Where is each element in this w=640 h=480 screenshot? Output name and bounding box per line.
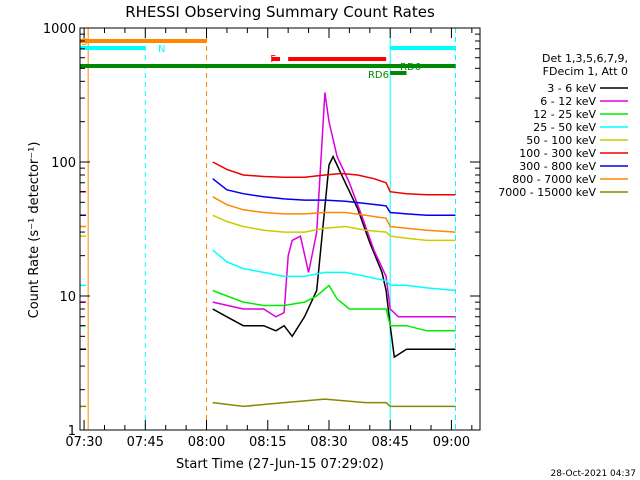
series-line — [80, 154, 456, 359]
flag-bar-label: RD6 — [368, 70, 389, 81]
series-line — [80, 214, 456, 242]
flag-bar-label: N — [158, 44, 165, 55]
x-tick-label: 09:00 — [433, 435, 470, 450]
y-tick-label: 100 — [51, 156, 76, 171]
series-line — [80, 161, 456, 196]
legend-label: 300 - 800 keV — [519, 160, 596, 173]
x-tick-label: 08:45 — [371, 435, 408, 450]
legend-label: 12 - 25 keV — [533, 108, 596, 121]
legend-label: 3 - 6 keV — [547, 82, 596, 95]
series-line — [80, 284, 456, 332]
axes: 1 10 100 1000 07:30 07:45 08:00 08:15 08:30 08:45… — [43, 22, 481, 450]
x-axis-label: Start Time (27-Jun-15 07:29:02) — [176, 457, 384, 472]
x-tick-label: 07:30 — [65, 435, 102, 450]
flag-bar-label: S — [81, 37, 87, 48]
legend-label: 7000 - 15000 keV — [498, 186, 596, 199]
x-tick-label: 08:00 — [188, 435, 225, 450]
series-line — [80, 178, 456, 217]
x-tick-label: 08:30 — [310, 435, 347, 450]
flag-bar-label: RD6 — [400, 62, 421, 73]
y-tick-label: 1 — [68, 424, 76, 439]
timestamp: 28-Oct-2021 04:37 — [551, 469, 636, 479]
series-line — [80, 196, 456, 233]
legend-header: FDecim 1, Att 0 — [543, 65, 628, 78]
series-line — [80, 92, 456, 318]
chart-title: RHESSI Observing Summary Count Rates — [125, 3, 435, 21]
x-tick-label: 07:45 — [127, 435, 164, 450]
legend-label: 6 - 12 keV — [540, 95, 596, 108]
y-tick-label: 1000 — [43, 22, 76, 37]
legend: Det 1,3,5,6,7,9,FDecim 1, Att 0 3 - 6 keV… — [498, 52, 628, 199]
y-tick-label: 10 — [59, 290, 76, 305]
plot-area: S N F RD6 RD6 — [79, 28, 457, 430]
legend-label: 25 - 50 keV — [533, 121, 596, 134]
x-tick-label: 08:15 — [249, 435, 286, 450]
legend-header: Det 1,3,5,6,7,9, — [542, 52, 628, 65]
flag-bar-label: F — [270, 54, 276, 65]
plot-frame — [79, 27, 481, 431]
legend-label: 50 - 100 keV — [526, 134, 596, 147]
legend-label: 800 - 7000 keV — [512, 173, 596, 186]
y-axis-label: Count Rate (s⁻¹ detector⁻¹) — [27, 142, 42, 319]
series-line — [80, 249, 456, 292]
series-line — [80, 398, 456, 408]
legend-label: 100 - 300 keV — [519, 147, 596, 160]
